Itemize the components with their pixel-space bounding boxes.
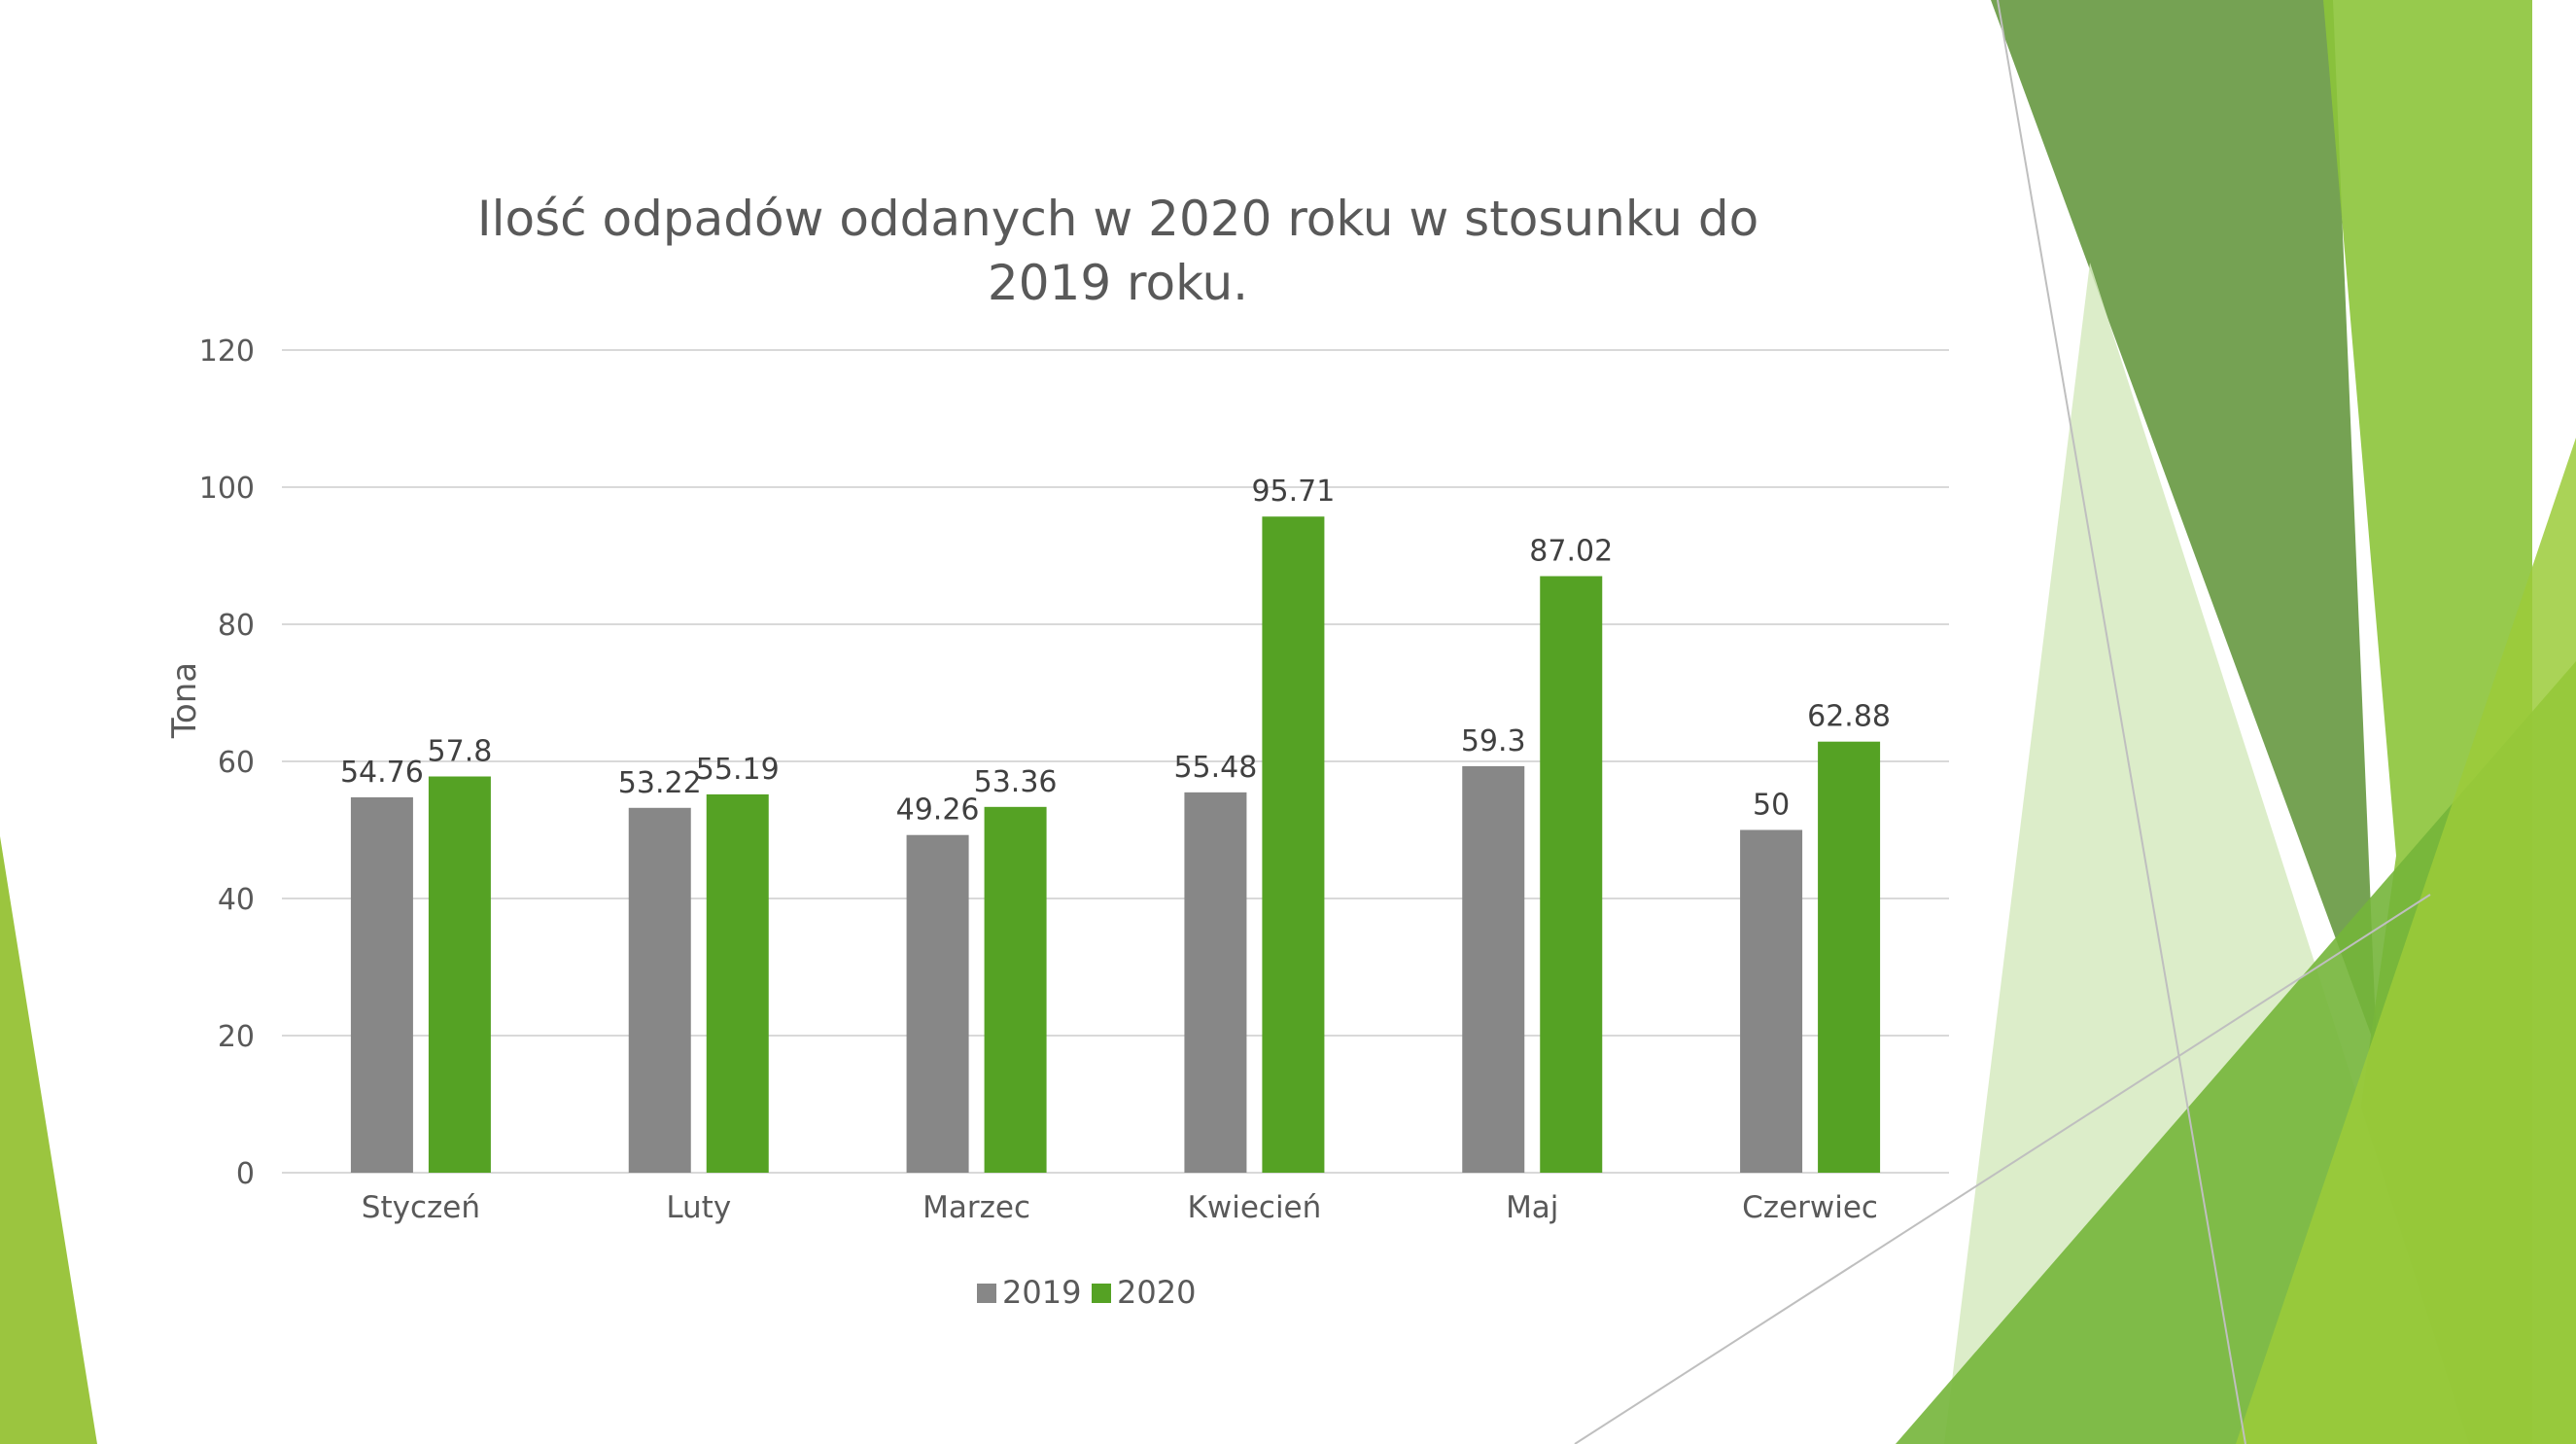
legend-label-2019: 2019	[1002, 1274, 1081, 1311]
x-tick-label: Styczeń	[362, 1190, 480, 1225]
bar-2019	[628, 807, 691, 1173]
decor-thin-line-2	[1574, 894, 2431, 1444]
data-label-2019: 53.22	[618, 766, 702, 800]
data-label-2019: 50	[1753, 789, 1790, 823]
y-tick-label: 0	[236, 1157, 255, 1191]
bar-2019	[906, 834, 969, 1173]
bar-2020	[1818, 741, 1881, 1173]
y-tick-label: 20	[218, 1020, 255, 1054]
decor-left-green-shape	[0, 836, 97, 1444]
y-axis-label: Tona	[165, 661, 204, 739]
data-label-2019: 55.48	[1173, 751, 1257, 785]
y-tick-label: 60	[218, 746, 255, 780]
legend-swatch-2019	[977, 1284, 996, 1303]
data-label-2019: 59.3	[1461, 724, 1526, 758]
x-tick-label: Marzec	[922, 1190, 1030, 1225]
x-tick-label: Luty	[666, 1190, 731, 1225]
data-label-2020: 62.88	[1807, 700, 1891, 734]
bar-2020	[428, 776, 491, 1173]
data-label-2020: 53.36	[974, 765, 1058, 799]
bar-2020	[1540, 576, 1603, 1173]
decor-bright-green-shape	[2236, 438, 2576, 1444]
bar-2019	[1462, 765, 1525, 1173]
x-tick-label: Maj	[1506, 1190, 1558, 1225]
data-label-2020: 95.71	[1251, 475, 1335, 509]
decor-dark-green-shape	[1991, 0, 2377, 1050]
bar-2020	[706, 793, 769, 1173]
y-tick-label: 120	[199, 335, 255, 369]
y-tick-label: 40	[218, 883, 255, 917]
data-label-2020: 57.8	[428, 735, 493, 769]
x-tick-label: Kwiecień	[1188, 1190, 1322, 1225]
bar-2019	[1740, 829, 1803, 1173]
bar-2019	[1184, 792, 1247, 1173]
legend-swatch-2020	[1092, 1284, 1111, 1303]
legend-label-2020: 2020	[1117, 1274, 1196, 1311]
chart-title: Ilość odpadów oddanych w 2020 roku w sto…	[476, 191, 1759, 311]
decor-thin-line-1	[1997, 0, 2246, 1444]
bar-2019	[350, 796, 413, 1173]
y-tick-label: 100	[199, 472, 255, 506]
x-tick-label: Czerwiec	[1742, 1190, 1878, 1225]
data-label-2020: 87.02	[1529, 535, 1613, 569]
y-tick-label: 80	[218, 609, 255, 643]
data-label-2019: 54.76	[340, 756, 424, 790]
bar-2020	[984, 806, 1047, 1173]
data-label-2020: 55.19	[696, 753, 780, 787]
data-label-2019: 49.26	[896, 793, 980, 828]
bar-2020	[1262, 516, 1325, 1173]
